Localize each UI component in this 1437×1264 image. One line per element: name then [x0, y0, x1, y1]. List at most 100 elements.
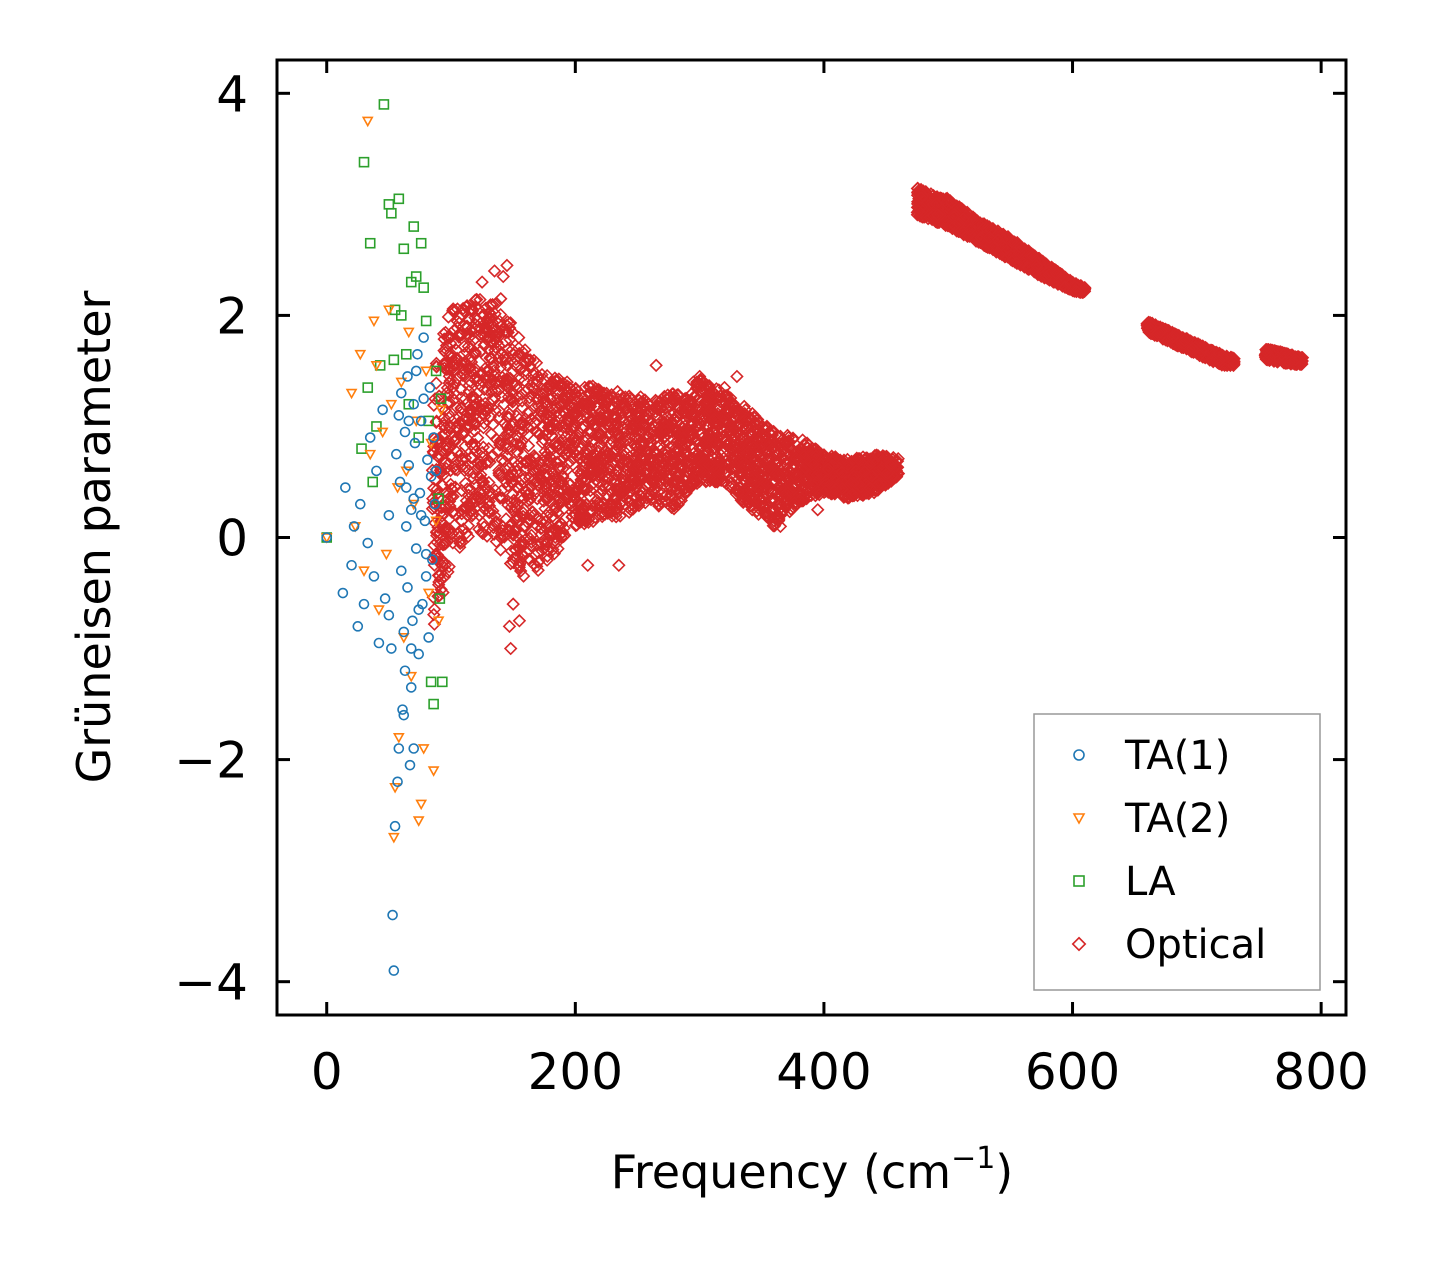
data-point [469, 391, 483, 406]
data-point [531, 391, 545, 406]
data-point [591, 453, 605, 467]
data-point [726, 397, 740, 412]
data-point [446, 302, 460, 316]
data-point [884, 456, 899, 471]
data-point [760, 452, 775, 466]
data-point [781, 447, 796, 462]
data-point [639, 430, 654, 445]
data-point [576, 454, 590, 469]
data-point [685, 432, 699, 446]
data-point [740, 495, 755, 509]
data-point [675, 421, 690, 436]
data-point [611, 478, 625, 492]
data-point [856, 450, 870, 464]
data-point [608, 407, 622, 422]
data-point [700, 440, 715, 454]
data-point [483, 487, 498, 501]
data-point [510, 445, 525, 459]
data-point [463, 353, 477, 368]
data-point [654, 400, 669, 414]
data-point [473, 467, 488, 482]
data-point [729, 401, 744, 415]
data-point [704, 429, 718, 444]
data-point [434, 565, 448, 580]
data-point [447, 375, 462, 390]
data-point [722, 425, 737, 440]
data-point [540, 553, 554, 567]
data-point [565, 420, 580, 434]
data-point [771, 467, 786, 482]
data-point [452, 448, 467, 463]
data-point [493, 436, 507, 450]
data-point [514, 539, 528, 553]
data-point [546, 542, 560, 557]
data-point [712, 454, 726, 469]
data-point [498, 334, 513, 348]
data-point [456, 426, 470, 440]
data-point [495, 468, 509, 483]
data-point [458, 476, 473, 490]
data-point [575, 464, 589, 478]
data-point [752, 423, 767, 438]
data-point [468, 437, 483, 452]
data-point [480, 529, 494, 543]
data-point [541, 467, 556, 482]
data-point [686, 408, 700, 423]
data-point [525, 380, 539, 395]
data-point [658, 465, 673, 479]
data-point [659, 424, 673, 438]
data-point [461, 529, 476, 544]
data-point [666, 449, 681, 464]
data-point [562, 438, 576, 452]
data-point [658, 494, 673, 509]
data-point [574, 486, 588, 501]
data-point [591, 400, 605, 415]
data-point [536, 494, 551, 508]
data-point [588, 418, 603, 433]
data-point [500, 376, 515, 390]
data-point [452, 330, 466, 344]
data-point [676, 459, 691, 474]
data-point [458, 451, 473, 465]
data-point [552, 491, 567, 505]
data-point [708, 408, 722, 422]
data-point [557, 528, 572, 543]
data-point [845, 487, 859, 501]
data-point [482, 505, 497, 520]
data-point [787, 496, 802, 510]
data-point [429, 360, 444, 374]
data-point [834, 465, 849, 480]
data-point [430, 482, 444, 497]
data-point [755, 500, 770, 514]
data-point [579, 483, 594, 497]
data-point [443, 419, 457, 433]
data-point [648, 467, 662, 481]
data-point [495, 491, 510, 505]
data-point [524, 412, 538, 426]
data-point [555, 468, 570, 483]
data-point [509, 523, 523, 538]
data-point [486, 373, 500, 387]
data-point [609, 396, 623, 410]
data-point [871, 449, 886, 463]
data-point [623, 391, 637, 406]
data-point [441, 407, 456, 421]
data-point [437, 524, 452, 539]
data-point [507, 493, 521, 508]
data-point [767, 494, 782, 509]
data-point [568, 507, 582, 521]
data-point [443, 421, 457, 435]
data-point [455, 453, 469, 467]
data-point [702, 457, 716, 472]
data-point [745, 406, 760, 421]
data-point [492, 468, 507, 482]
data-point [489, 329, 504, 344]
data-point [727, 406, 741, 420]
data-point [443, 463, 458, 478]
data-point [637, 417, 652, 432]
data-point [765, 441, 780, 456]
data-point [774, 457, 789, 472]
data-point [450, 445, 464, 459]
data-point [437, 570, 452, 584]
